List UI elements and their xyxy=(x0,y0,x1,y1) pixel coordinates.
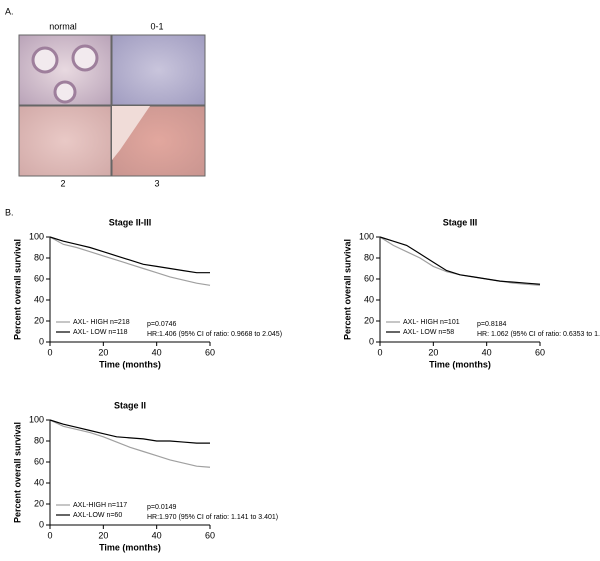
x-tick-label: 20 xyxy=(98,347,108,357)
image-label: 3 xyxy=(154,178,159,188)
y-tick-label: 60 xyxy=(364,273,374,283)
micrograph-detail xyxy=(71,44,99,72)
y-tick-label: 80 xyxy=(364,252,374,262)
chart-title: Stage II xyxy=(114,400,146,410)
x-tick-label: 60 xyxy=(535,347,545,357)
y-tick-label: 40 xyxy=(34,294,44,304)
y-tick-label: 0 xyxy=(39,519,44,529)
annotation: p=0.0746 xyxy=(147,321,176,328)
chart-title: Stage II-III xyxy=(109,217,152,227)
survival-curve xyxy=(49,419,211,468)
y-tick-label: 80 xyxy=(34,435,44,445)
y-tick-label: 0 xyxy=(39,336,44,346)
legend-label: AXL- LOW n=118 xyxy=(73,329,128,336)
x-tick-label: 60 xyxy=(205,530,215,540)
annotation: HR:1.406 (95% CI of ratio: 0.9668 to 2.0… xyxy=(147,331,282,338)
x-tick-label: 20 xyxy=(428,347,438,357)
panel-label: A. xyxy=(5,6,14,16)
annotation: HR: 1.062 (95% CI of ratio: 0.6353 to 1.… xyxy=(477,331,600,338)
y-tick-label: 20 xyxy=(34,498,44,508)
annotation: p=0.8184 xyxy=(477,321,506,328)
y-tick-label: 0 xyxy=(369,336,374,346)
panel-label: B. xyxy=(5,207,14,217)
x-tick-label: 40 xyxy=(482,347,492,357)
legend-label: AXL- HIGH n=218 xyxy=(73,319,130,326)
y-tick-label: 100 xyxy=(29,231,44,241)
y-tick-label: 100 xyxy=(359,231,374,241)
y-axis-label: Percent overall survival xyxy=(12,422,22,523)
y-tick-label: 60 xyxy=(34,456,44,466)
micrograph-detail xyxy=(112,106,150,160)
annotation: p=0.0149 xyxy=(147,504,176,511)
survival-curve xyxy=(49,236,211,286)
x-axis-label: Time (months) xyxy=(429,359,491,369)
annotation: HR:1.970 (95% CI of ratio: 1.141 to 3.40… xyxy=(147,514,278,521)
x-axis-label: Time (months) xyxy=(99,359,161,369)
x-axis-label: Time (months) xyxy=(99,542,161,552)
y-tick-label: 60 xyxy=(34,273,44,283)
y-tick-label: 100 xyxy=(29,414,44,424)
y-axis-label: Percent overall survival xyxy=(342,239,352,340)
legend-label: AXL- LOW n=58 xyxy=(403,329,454,336)
y-tick-label: 40 xyxy=(34,477,44,487)
x-tick-label: 0 xyxy=(47,347,52,357)
image-label: 2 xyxy=(60,178,65,188)
y-tick-label: 20 xyxy=(364,315,374,325)
survival-curve xyxy=(49,236,210,274)
y-tick-label: 40 xyxy=(364,294,374,304)
image-label: normal xyxy=(49,21,77,31)
x-tick-label: 0 xyxy=(47,530,52,540)
legend-label: AXL- HIGH n=101 xyxy=(403,319,460,326)
x-tick-label: 0 xyxy=(377,347,382,357)
image-label: 0-1 xyxy=(150,21,163,31)
chart-title: Stage III xyxy=(443,217,478,227)
y-tick-label: 20 xyxy=(34,315,44,325)
y-tick-label: 80 xyxy=(34,252,44,262)
legend-label: AXL-LOW n=60 xyxy=(73,512,122,519)
survival-curve xyxy=(49,419,210,444)
micrograph-detail xyxy=(31,46,59,74)
y-axis-label: Percent overall survival xyxy=(12,239,22,340)
micrograph xyxy=(18,105,112,177)
legend-label: AXL-HIGH n=117 xyxy=(73,502,127,509)
x-tick-label: 40 xyxy=(152,347,162,357)
micrograph-detail xyxy=(53,80,77,104)
x-tick-label: 40 xyxy=(152,530,162,540)
x-tick-label: 20 xyxy=(98,530,108,540)
x-tick-label: 60 xyxy=(205,347,215,357)
survival-curve xyxy=(379,236,541,285)
micrograph xyxy=(111,34,206,106)
